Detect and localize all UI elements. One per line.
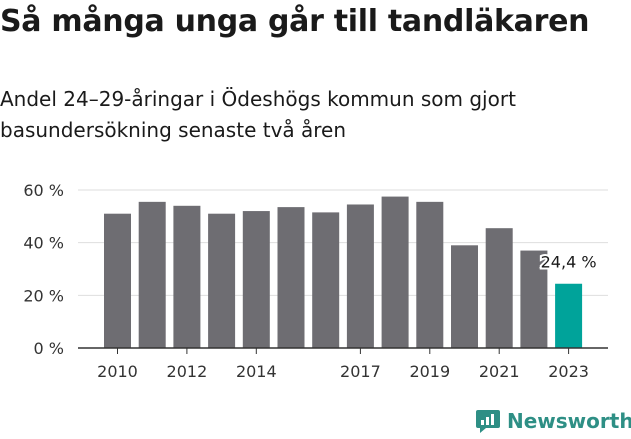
y-tick-label: 60 % xyxy=(23,181,64,200)
x-tick-label: 2019 xyxy=(409,362,450,381)
bar-chart: 0 % 20 % 40 % 60 % 2010 2012 2014 2017 2019 2021 2… xyxy=(23,181,608,381)
bar xyxy=(138,201,166,348)
bar xyxy=(277,207,305,348)
bar xyxy=(104,213,131,348)
y-tick-label: 0 % xyxy=(34,339,64,358)
bar xyxy=(520,250,548,348)
bar xyxy=(173,205,201,348)
x-tick-label: 2023 xyxy=(548,362,589,381)
brand-logo: Newsworthy xyxy=(475,408,631,434)
bar xyxy=(312,212,340,348)
bar xyxy=(208,213,236,348)
bar xyxy=(346,204,374,348)
x-tick-label: 2014 xyxy=(236,362,277,381)
bar xyxy=(485,228,513,348)
x-tick-label: 2017 xyxy=(340,362,381,381)
brand-name: Newsworthy xyxy=(507,409,631,433)
bar xyxy=(381,196,409,348)
newsworthy-logo-icon xyxy=(476,410,500,433)
x-tick-label: 2012 xyxy=(167,362,208,381)
chart-title: Så många unga går till tandläkaren xyxy=(0,4,590,39)
x-tick-label: 2010 xyxy=(97,362,138,381)
x-tick-label: 2021 xyxy=(479,362,520,381)
bar xyxy=(416,201,444,348)
bar xyxy=(555,283,583,348)
bar xyxy=(242,211,270,348)
data-label: 24,4 % xyxy=(541,253,597,272)
y-tick-label: 40 % xyxy=(23,234,64,253)
chart-subtitle: Andel 24–29-åringar i Ödeshögs kommun so… xyxy=(0,87,516,142)
bar xyxy=(451,245,478,348)
y-tick-label: 20 % xyxy=(23,286,64,305)
